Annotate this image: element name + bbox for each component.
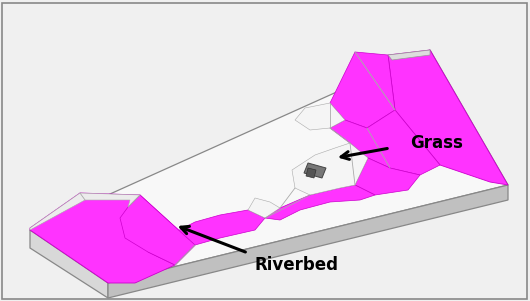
Text: Riverbed: Riverbed: [255, 256, 339, 274]
Polygon shape: [30, 193, 195, 283]
Polygon shape: [265, 185, 375, 220]
Polygon shape: [120, 195, 195, 265]
Polygon shape: [295, 103, 345, 130]
Polygon shape: [148, 210, 265, 265]
Polygon shape: [30, 50, 508, 283]
Polygon shape: [304, 163, 326, 178]
Polygon shape: [330, 52, 395, 128]
Polygon shape: [30, 230, 108, 298]
Polygon shape: [108, 185, 508, 298]
Text: Grass: Grass: [410, 134, 463, 152]
Polygon shape: [330, 110, 440, 175]
Polygon shape: [292, 143, 368, 195]
Polygon shape: [388, 50, 430, 60]
Polygon shape: [355, 158, 420, 195]
Polygon shape: [30, 193, 140, 230]
Polygon shape: [306, 168, 316, 178]
Polygon shape: [388, 50, 508, 185]
Polygon shape: [248, 198, 280, 218]
